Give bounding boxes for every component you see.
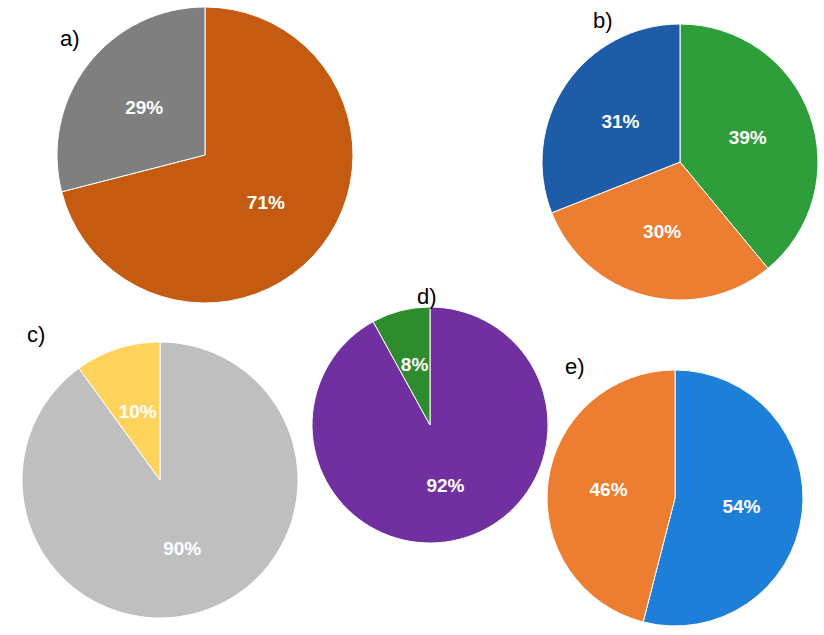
- svg-text:29%: 29%: [125, 97, 163, 118]
- svg-text:8%: 8%: [401, 354, 429, 375]
- svg-text:54%: 54%: [722, 496, 760, 517]
- svg-text:31%: 31%: [601, 111, 639, 132]
- svg-text:a): a): [60, 26, 80, 51]
- svg-text:71%: 71%: [247, 192, 285, 213]
- svg-text:90%: 90%: [163, 538, 201, 559]
- svg-text:46%: 46%: [590, 479, 628, 500]
- svg-text:30%: 30%: [643, 221, 681, 242]
- svg-text:b): b): [593, 8, 613, 33]
- svg-text:10%: 10%: [119, 401, 157, 422]
- svg-text:c): c): [27, 322, 45, 347]
- svg-text:39%: 39%: [729, 127, 767, 148]
- svg-text:d): d): [417, 284, 437, 309]
- svg-text:e): e): [565, 354, 585, 379]
- svg-text:92%: 92%: [426, 475, 464, 496]
